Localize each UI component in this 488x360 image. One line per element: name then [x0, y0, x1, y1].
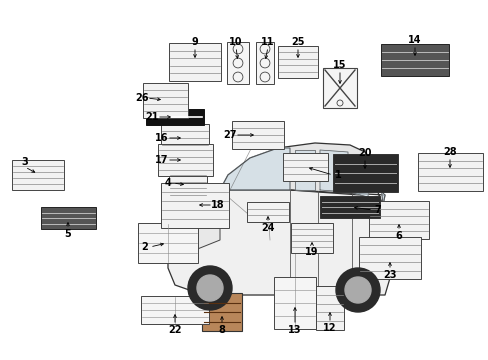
Polygon shape — [220, 148, 289, 190]
Bar — [358, 237, 420, 279]
Bar — [231, 121, 284, 149]
Text: 3: 3 — [21, 157, 28, 167]
Text: 25: 25 — [291, 37, 304, 47]
Text: 21: 21 — [145, 112, 159, 122]
Bar — [290, 223, 332, 253]
Bar — [380, 44, 448, 76]
Bar — [332, 154, 397, 192]
Bar — [161, 183, 228, 228]
Text: 11: 11 — [261, 37, 274, 47]
Text: 26: 26 — [135, 93, 148, 103]
Bar — [282, 153, 327, 181]
Text: 4: 4 — [164, 178, 171, 188]
Text: 23: 23 — [383, 270, 396, 280]
Circle shape — [187, 266, 231, 310]
Polygon shape — [168, 190, 220, 250]
Bar — [417, 153, 482, 191]
Bar — [226, 42, 248, 84]
Text: 8: 8 — [218, 325, 225, 335]
Bar — [315, 286, 343, 330]
Circle shape — [345, 277, 370, 303]
Text: 13: 13 — [287, 325, 301, 335]
Bar — [146, 109, 203, 125]
Bar — [138, 223, 198, 263]
Circle shape — [335, 268, 379, 312]
Bar — [256, 42, 273, 84]
Bar — [141, 296, 208, 324]
Bar — [273, 277, 315, 329]
Text: 2: 2 — [142, 242, 148, 252]
Bar — [246, 202, 288, 222]
Text: 7: 7 — [374, 205, 381, 215]
Bar — [169, 169, 206, 201]
Text: 17: 17 — [155, 155, 168, 165]
Polygon shape — [220, 143, 384, 205]
Text: 15: 15 — [332, 60, 346, 70]
Text: 1: 1 — [334, 170, 341, 180]
Bar — [368, 201, 428, 239]
Text: 9: 9 — [191, 37, 198, 47]
Polygon shape — [352, 156, 369, 197]
Bar — [169, 43, 221, 81]
Text: 28: 28 — [442, 147, 456, 157]
Text: 5: 5 — [64, 229, 71, 239]
Text: 12: 12 — [323, 323, 336, 333]
Text: 18: 18 — [211, 200, 224, 210]
Text: 6: 6 — [395, 231, 402, 241]
Text: 22: 22 — [168, 325, 182, 335]
Text: 20: 20 — [358, 148, 371, 158]
Bar — [319, 196, 379, 218]
Text: 14: 14 — [407, 35, 421, 45]
Polygon shape — [372, 163, 384, 205]
Polygon shape — [168, 190, 389, 295]
Polygon shape — [294, 150, 314, 190]
Bar — [161, 124, 208, 152]
Bar — [323, 68, 356, 108]
Text: 16: 16 — [155, 133, 168, 143]
Text: 19: 19 — [305, 247, 318, 257]
Text: 10: 10 — [229, 37, 242, 47]
Bar — [157, 144, 212, 176]
Text: 27: 27 — [223, 130, 236, 140]
Circle shape — [197, 275, 223, 301]
Bar — [142, 82, 187, 117]
Bar — [278, 46, 317, 78]
Polygon shape — [319, 150, 347, 192]
Text: 24: 24 — [261, 223, 274, 233]
Bar — [12, 160, 64, 190]
Bar — [41, 207, 95, 229]
Bar — [202, 293, 242, 331]
